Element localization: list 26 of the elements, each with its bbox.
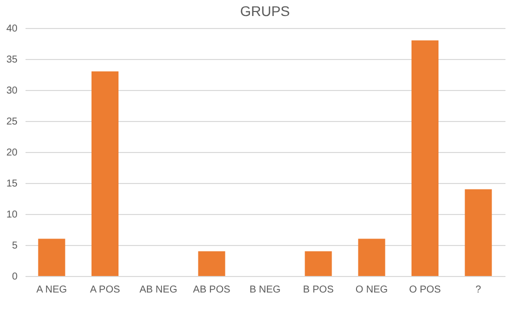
chart-title: GRUPS bbox=[240, 3, 290, 19]
x-tick-label: O NEG bbox=[356, 284, 388, 296]
y-tick-label: 5 bbox=[12, 240, 18, 252]
bar bbox=[358, 238, 386, 276]
bar bbox=[304, 251, 332, 276]
y-tick-label: 30 bbox=[6, 86, 18, 96]
y-tick-label: 20 bbox=[6, 148, 18, 158]
x-tick-label: AB NEG bbox=[139, 284, 178, 296]
y-tick-label: 15 bbox=[6, 178, 18, 190]
x-tick-label: ? bbox=[476, 284, 482, 296]
x-tick-label: B NEG bbox=[249, 284, 281, 296]
y-tick-label: 25 bbox=[6, 116, 18, 128]
x-tick-label: O POS bbox=[409, 284, 442, 296]
y-tick-label: 35 bbox=[6, 54, 18, 66]
y-tick-label: 10 bbox=[6, 210, 18, 220]
y-tick-label: 40 bbox=[6, 24, 18, 34]
x-tick-label: A NEG bbox=[36, 284, 68, 296]
bar bbox=[464, 189, 492, 276]
y-tick-label: 0 bbox=[12, 272, 18, 282]
bar bbox=[198, 251, 226, 276]
x-tick-label: A POS bbox=[90, 284, 120, 296]
x-tick-label: B POS bbox=[303, 284, 334, 296]
bar bbox=[412, 40, 438, 276]
bar bbox=[38, 238, 66, 276]
bar bbox=[92, 71, 118, 276]
x-tick-label: AB POS bbox=[193, 284, 231, 296]
